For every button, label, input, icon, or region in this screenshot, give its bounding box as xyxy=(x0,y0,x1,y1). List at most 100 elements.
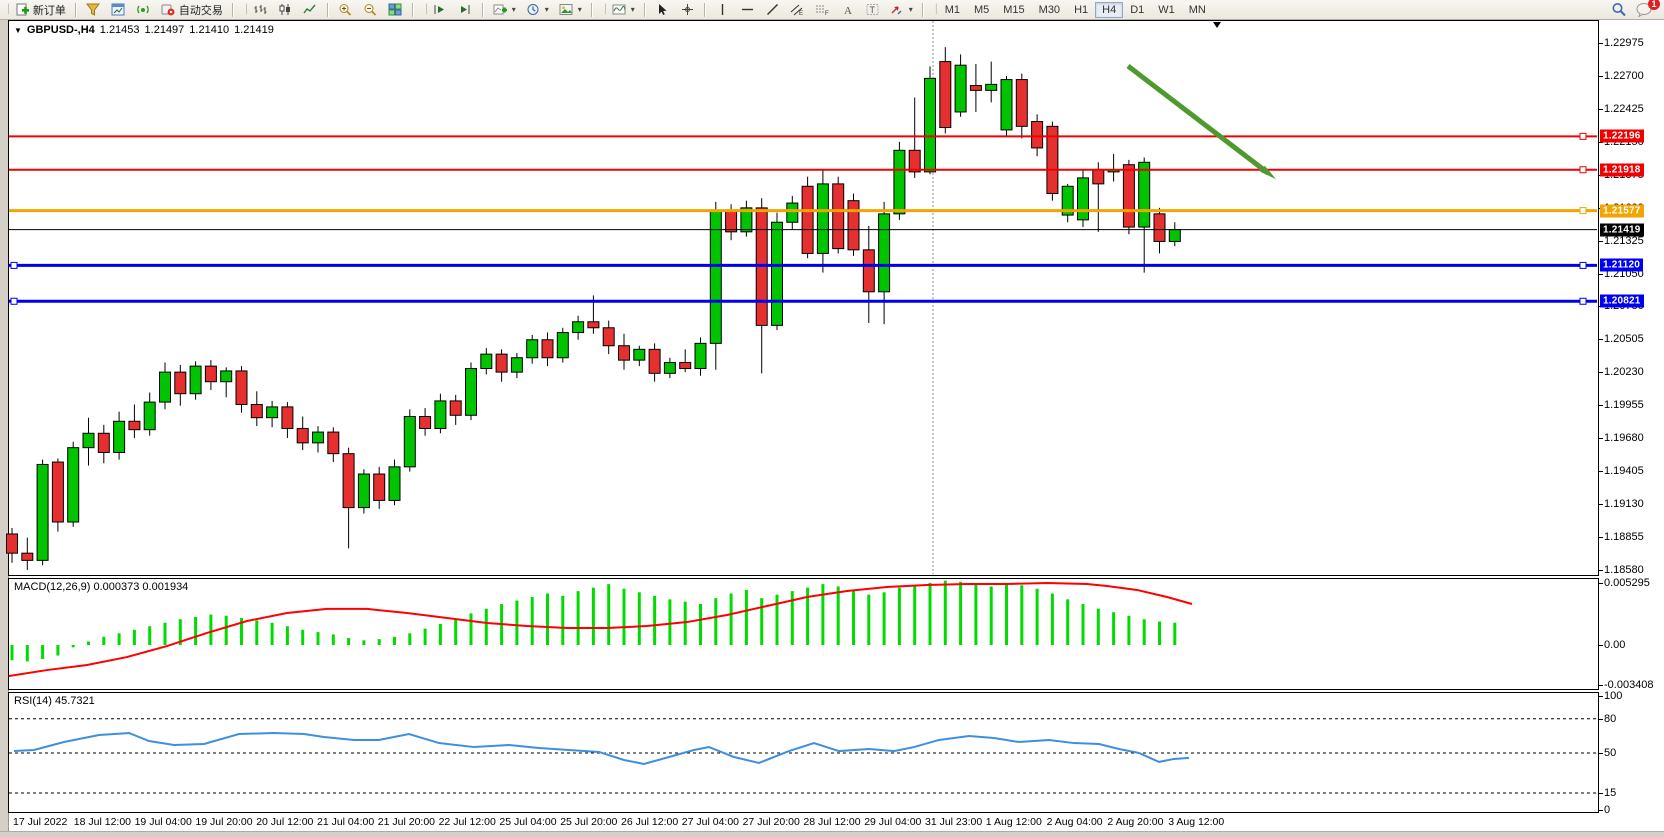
crosshair-tool-button[interactable] xyxy=(675,0,700,19)
indicator-list-button[interactable]: ▾ xyxy=(607,0,640,19)
support-line-1-handle[interactable] xyxy=(1579,261,1587,269)
svg-text:F: F xyxy=(825,11,829,16)
rsi-tick xyxy=(1599,695,1603,697)
periods-button[interactable]: ▾ xyxy=(521,0,554,19)
trend-arrow-line[interactable] xyxy=(1126,64,1270,175)
price-chart-pane[interactable] xyxy=(8,20,1599,576)
trendline-tool-button[interactable] xyxy=(760,0,785,19)
auto-scroll-icon xyxy=(433,2,448,17)
price-tick xyxy=(1599,569,1603,571)
price-tick xyxy=(1599,43,1603,44)
candle-body xyxy=(510,357,523,373)
auto-scroll-button[interactable] xyxy=(428,0,453,19)
support-line-2-handle[interactable] xyxy=(1579,297,1587,305)
signal-icon xyxy=(136,2,151,17)
label-tool-button[interactable]: T xyxy=(860,0,885,19)
date-label: 21 Jul 20:00 xyxy=(377,816,436,828)
resistance-line-2-handle[interactable] xyxy=(1579,166,1587,174)
signals-button[interactable] xyxy=(131,0,156,19)
date-label: 2 Aug 20:00 xyxy=(1107,816,1164,828)
date-axis[interactable]: 17 Jul 2022 18 Jul 12:00 19 Jul 04:00 19 Ju… xyxy=(8,814,1599,830)
candlestick-chart-icon xyxy=(278,2,293,17)
template-image-icon xyxy=(559,2,574,17)
price-tick xyxy=(1599,438,1603,440)
indicators-button[interactable]: ▾ xyxy=(488,0,521,19)
candlestick-chart-button[interactable] xyxy=(273,0,298,19)
fibonacci-tool-button[interactable]: F xyxy=(810,0,835,19)
low-value: 1.21410 xyxy=(189,24,230,36)
zoom-in-button[interactable] xyxy=(333,0,358,19)
support-line-2-handle-left[interactable] xyxy=(10,297,18,305)
date-label: 25 Jul 04:00 xyxy=(499,816,557,828)
candle-body xyxy=(679,362,692,370)
timeframe-mn[interactable]: MN xyxy=(1188,3,1206,16)
date-label: 22 Jul 12:00 xyxy=(438,816,496,828)
cursor-tool-button[interactable] xyxy=(650,0,675,19)
candle-body xyxy=(67,447,80,523)
candle-body xyxy=(419,415,432,429)
vertical-line-tool-button[interactable] xyxy=(710,0,735,19)
price-tick xyxy=(1599,405,1603,407)
notifications-icon[interactable]: 1 xyxy=(1634,0,1660,17)
tile-windows-button[interactable] xyxy=(383,0,408,19)
new-order-button[interactable]: 新订单 xyxy=(10,0,71,19)
toolbar-drag-handle[interactable]: ▕ xyxy=(2,4,9,14)
horizontal-line-icon xyxy=(740,2,755,17)
candle-body xyxy=(174,371,187,395)
macd-tick xyxy=(1599,684,1603,686)
high-value: 1.21497 xyxy=(144,24,185,36)
candle-body xyxy=(862,249,875,293)
timeframe-d1[interactable]: D1 xyxy=(1130,3,1145,16)
clock-icon xyxy=(526,2,541,17)
arrows-dropdown-arrow: ▾ xyxy=(908,5,913,14)
navigator-button[interactable] xyxy=(81,0,106,19)
autotrading-button[interactable]: 自动交易 xyxy=(156,0,228,19)
rsi-label: 0 xyxy=(1604,804,1611,817)
candle-body xyxy=(969,85,982,91)
collapse-ohlc-icon[interactable]: ▼ xyxy=(14,25,22,35)
macd-label: -0.003408 xyxy=(1604,678,1654,691)
resistance-line-1-price-badge: 1.22196 xyxy=(1600,129,1644,143)
timeframe-m15[interactable]: M15 xyxy=(1003,3,1025,16)
chart-shift-button[interactable] xyxy=(453,0,478,19)
date-label: 17 Jul 2022 xyxy=(13,816,68,828)
timeframe-m1[interactable]: M1 xyxy=(944,3,960,16)
line-chart-button[interactable] xyxy=(298,0,323,19)
candle-body xyxy=(908,149,921,173)
timeframe-h4[interactable]: H4 xyxy=(1095,1,1124,18)
channel-tool-button[interactable]: E xyxy=(785,0,810,19)
indicator-wave-icon xyxy=(612,2,627,17)
autotrading-icon xyxy=(161,2,176,17)
search-icon[interactable] xyxy=(1611,2,1626,17)
resistance-line-2-price-badge: 1.21918 xyxy=(1600,163,1644,177)
new-order-icon xyxy=(15,2,30,17)
candle-body xyxy=(801,185,814,254)
price-axis[interactable]: 1.229751.227001.224251.221501.218751.216… xyxy=(1599,20,1664,817)
bar-chart-button[interactable] xyxy=(248,0,273,19)
window-bottom-edge xyxy=(0,831,1664,837)
new-chart-button[interactable] xyxy=(106,0,131,19)
support-line-1-handle-left[interactable] xyxy=(10,261,18,269)
zoom-out-button[interactable] xyxy=(358,0,383,19)
timeframe-m30[interactable]: M30 xyxy=(1038,3,1061,16)
price-label: 1.20505 xyxy=(1604,333,1644,346)
templates-button[interactable]: ▾ xyxy=(554,0,587,19)
date-label: 29 Jul 04:00 xyxy=(864,816,922,828)
macd-tick xyxy=(1599,645,1603,646)
horizontal-line-tool-button[interactable] xyxy=(735,0,760,19)
candle-body xyxy=(1046,125,1059,194)
timeframe-w1[interactable]: W1 xyxy=(1158,3,1175,16)
timeframe-m5[interactable]: M5 xyxy=(973,3,990,16)
macd-indicator-label: MACD(12,26,9) 0.000373 0.001934 xyxy=(14,581,189,593)
rsi-label: 15 xyxy=(1604,787,1617,799)
autotrading-label: 自动交易 xyxy=(178,4,223,17)
resistance-line-1-handle[interactable] xyxy=(1579,132,1587,140)
price-label: 1.21325 xyxy=(1604,234,1644,247)
text-tool-button[interactable]: A xyxy=(835,0,860,19)
arrows-tool-button[interactable]: ▾ xyxy=(885,0,918,19)
rsi-label: 50 xyxy=(1604,747,1617,759)
pivot-line-handle[interactable] xyxy=(1579,207,1587,215)
rsi-tick xyxy=(1599,793,1603,794)
timeframe-h1[interactable]: H1 xyxy=(1074,3,1089,16)
